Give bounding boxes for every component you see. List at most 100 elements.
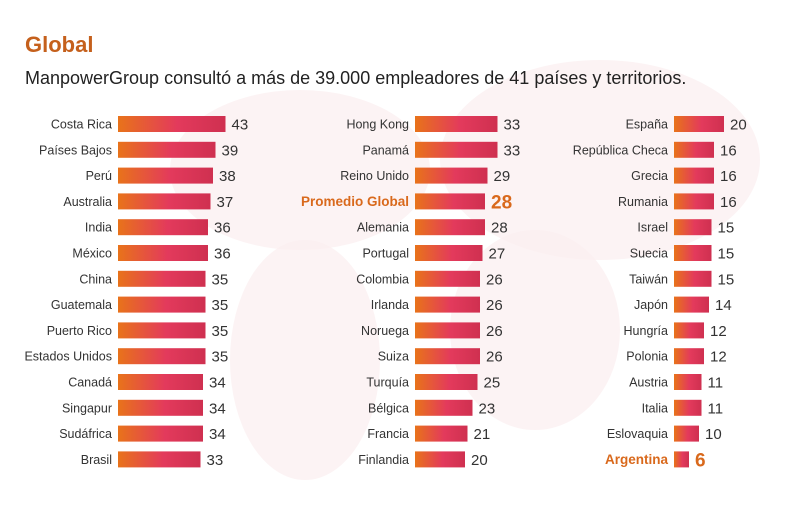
bar-label: Noruega [361,324,409,338]
bar-label: Rumania [618,195,668,209]
bar-value-label: 33 [504,117,521,134]
bar [118,116,226,132]
bar [674,193,714,210]
bar [415,167,488,184]
bar-label: Taiwán [629,272,668,286]
bar-value-label: 33 [207,452,224,469]
bar-label: Estados Unidos [24,350,112,364]
bar-label: Italia [642,401,668,415]
bar [415,296,480,313]
bar-label: España [626,118,668,132]
bar-label: Austria [629,376,668,390]
bar [674,322,704,339]
bar-label: Singapur [62,401,112,415]
bar-value-label: 23 [479,400,496,417]
bar-value-label: 29 [494,168,511,185]
bar-value-label: 15 [718,220,735,237]
bar-value-label: 35 [212,323,229,340]
bar-value-label: 21 [474,426,491,443]
bar-value-label: 34 [209,375,226,392]
bar [674,141,714,158]
bar-label: Turquía [366,376,409,390]
bar-value-label: 28 [491,192,512,213]
bar [415,322,480,339]
bar [415,425,468,442]
bar-label: Hungría [624,324,669,338]
bar-label: China [79,272,112,286]
bar-value-label: 6 [695,450,706,471]
bar-label: Suecia [630,247,668,261]
bar [674,425,699,442]
bar-value-label: 38 [219,168,236,185]
bar [674,451,689,468]
bar [118,193,211,210]
bar [415,374,478,390]
bar-value-label: 11 [708,375,724,392]
bar-label: Brasil [81,453,112,467]
bar-label: Grecia [631,169,668,183]
bar-value-label: 26 [486,323,503,340]
bar-value-label: 12 [710,349,727,366]
bar-value-label: 16 [720,142,737,159]
bar-label: Puerto Rico [47,324,112,338]
bar-value-label: 16 [720,168,737,185]
world-map-background [230,240,380,480]
bar-value-label: 26 [486,349,503,366]
bar-label: México [72,247,112,261]
bar-value-label: 26 [486,271,503,288]
bar [674,245,712,261]
bar-label: Reino Unido [340,169,409,183]
bar-value-label: 15 [718,246,735,263]
bar-label: Guatemala [51,298,112,312]
bar-label: Países Bajos [39,143,112,157]
bar [118,219,208,236]
bar-label: Alemania [357,221,409,235]
bar-label: Canadá [68,376,112,390]
bar [118,296,206,313]
bar-label: India [85,221,112,235]
bar-value-label: 37 [217,194,234,211]
bar [118,322,206,339]
bar [118,374,203,390]
bar-value-label: 43 [232,117,249,134]
bar [415,451,465,468]
bar-label: Eslovaquia [607,427,668,441]
bar [415,193,485,210]
bar [118,270,206,287]
bar [674,270,712,287]
bar-label: Australia [63,195,112,209]
bar-value-label: 25 [484,375,501,392]
bar [415,245,483,261]
bar-value-label: 20 [471,452,488,469]
bar-value-label: 35 [212,271,229,288]
bar-value-label: 35 [212,297,229,314]
bar-value-label: 10 [705,426,722,443]
bar-label: Finlandia [358,453,409,467]
bar-value-label: 20 [730,117,747,134]
bar-label: Bélgica [368,401,409,415]
bar [415,270,480,287]
bar-value-label: 27 [489,246,506,263]
bar [415,348,480,365]
bar-value-label: 34 [209,426,226,443]
bar [118,245,208,261]
bar-value-label: 33 [504,142,521,159]
bar-label: Japón [634,298,668,312]
bar-value-label: 15 [718,271,735,288]
bar-label: República Checa [573,143,668,157]
bar [118,425,203,442]
bar-value-label: 16 [720,194,737,211]
bar-label: Hong Kong [346,118,409,132]
bar [118,141,216,158]
bar [674,219,712,236]
bar-label: Argentina [605,452,668,467]
chart-title: Global [25,32,94,57]
bar-value-label: 28 [491,220,508,237]
bar-label: Polonia [626,350,668,364]
bar [674,348,704,365]
bar [415,399,473,416]
bar [118,167,213,184]
bar [674,374,702,390]
bar-value-label: 39 [222,142,239,159]
